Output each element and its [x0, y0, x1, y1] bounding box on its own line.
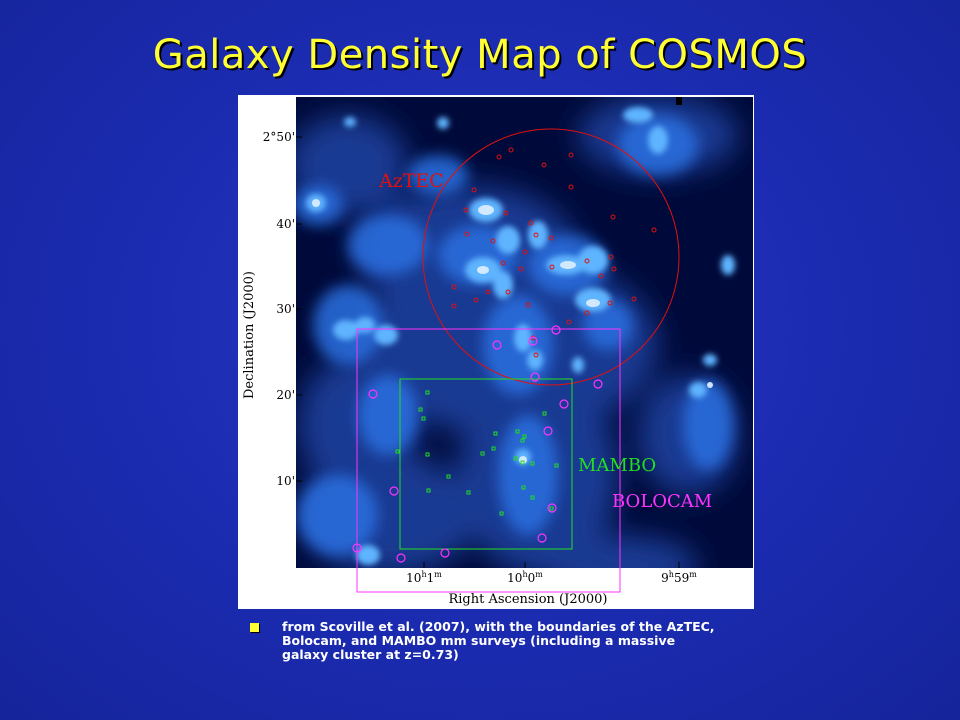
mambo-sources — [395, 390, 559, 516]
density-map: AzTEC MAMBO BOLOCAM 2°50' 40' 30' 20' 10… — [242, 97, 753, 607]
y-tick-label: 40' — [276, 217, 295, 231]
x-tick-labels: 10h1m 10h0m 9h59m — [406, 570, 697, 585]
x-tick-label: 9h59m — [661, 570, 697, 585]
x-tick-label: 10h0m — [507, 570, 543, 585]
mambo-boundary — [399, 378, 573, 550]
caption-text: from Scoville et al. (2007), with the bo… — [282, 619, 715, 662]
y-tick-label: 10' — [276, 474, 295, 488]
aztec-label: AzTEC — [378, 170, 444, 192]
bullet-square-icon — [250, 623, 259, 632]
map-artifact — [676, 97, 682, 105]
x-axis-title: Right Ascension (J2000) — [448, 592, 607, 607]
bolocam-sources — [352, 325, 603, 563]
bolocam-boundary — [356, 328, 621, 593]
y-tick-label: 2°50' — [263, 130, 295, 144]
caption-bullet: from Scoville et al. (2007), with the bo… — [250, 620, 720, 662]
x-tick-label: 10h1m — [406, 570, 442, 585]
axis-ticks — [296, 136, 680, 568]
density-map-figure: AzTEC MAMBO BOLOCAM 2°50' 40' 30' 20' 10… — [238, 95, 754, 609]
aztec-sources — [451, 147, 657, 358]
aztec-boundary — [422, 128, 680, 386]
mambo-label: MAMBO — [578, 455, 656, 476]
y-axis-title: Declination (J2000) — [242, 271, 257, 399]
bolocam-label: BOLOCAM — [612, 491, 712, 512]
density-field — [296, 97, 738, 568]
y-tick-label: 20' — [276, 388, 295, 402]
y-tick-labels: 2°50' 40' 30' 20' 10' — [263, 130, 295, 488]
slide-title: Galaxy Density Map of COSMOS — [152, 32, 808, 78]
y-tick-label: 30' — [276, 302, 295, 316]
